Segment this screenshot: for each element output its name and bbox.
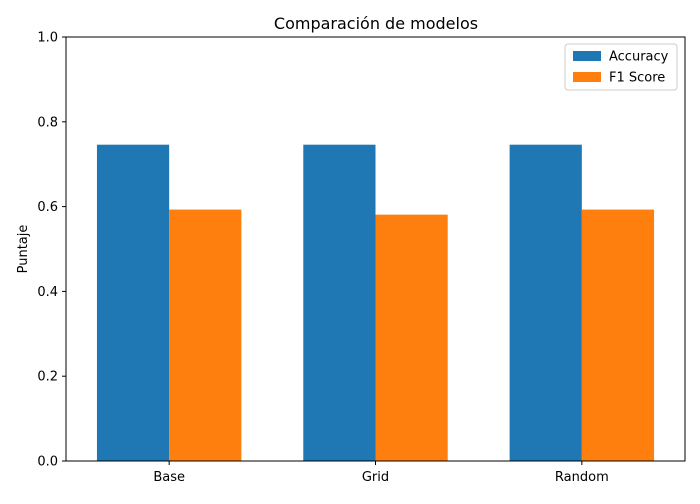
bar-accuracy-grid [303, 144, 376, 462]
y-axis-ticks: 0.0 0.2 0.4 0.6 0.8 1.0 [37, 31, 66, 470]
x-tick-label: Grid [362, 470, 389, 485]
legend-label: F1 Score [609, 71, 665, 86]
y-tick-label: 0.0 [37, 455, 58, 470]
legend-swatch [573, 72, 601, 82]
y-tick-label: 0.8 [37, 115, 58, 130]
plot-frame [65, 36, 686, 462]
chart-title: Comparación de modelos [274, 14, 478, 33]
bars-group [96, 144, 655, 462]
bar-accuracy-base [96, 144, 170, 462]
y-tick-label: 0.6 [37, 200, 58, 215]
x-axis-ticks: Base Grid Random [153, 461, 609, 485]
legend: Accuracy F1 Score [564, 43, 678, 91]
legend-label: Accuracy [609, 50, 669, 65]
bar-f1-score-grid [375, 214, 448, 461]
bar-f1-score-base [169, 209, 242, 461]
y-tick-label: 0.4 [37, 285, 58, 300]
y-tick-label: 0.2 [37, 370, 58, 385]
legend-swatch [573, 51, 601, 61]
bar-accuracy-random [509, 144, 582, 462]
x-tick-label: Random [555, 470, 609, 485]
bar-f1-score-random [581, 209, 655, 461]
y-axis-label: Puntaje [16, 225, 31, 274]
x-tick-label: Base [153, 470, 185, 485]
y-tick-label: 1.0 [37, 31, 58, 46]
